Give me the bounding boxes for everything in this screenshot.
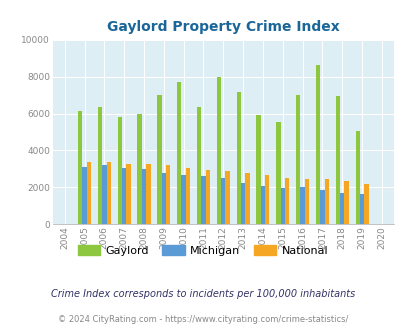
Bar bbox=[359, 194, 363, 224]
Text: © 2024 CityRating.com - https://www.cityrating.com/crime-statistics/: © 2024 CityRating.com - https://www.city… bbox=[58, 315, 347, 324]
Legend: Gaylord, Michigan, National: Gaylord, Michigan, National bbox=[73, 241, 332, 260]
Bar bbox=[205, 170, 209, 224]
Bar bbox=[102, 165, 106, 224]
Bar bbox=[355, 131, 359, 224]
Bar bbox=[161, 173, 166, 224]
Bar bbox=[106, 162, 111, 224]
Bar bbox=[82, 167, 87, 224]
Bar bbox=[196, 107, 201, 224]
Bar bbox=[181, 175, 185, 224]
Bar bbox=[284, 178, 289, 224]
Bar bbox=[264, 176, 269, 224]
Bar bbox=[363, 184, 368, 224]
Bar bbox=[320, 190, 324, 224]
Bar bbox=[335, 96, 339, 224]
Bar bbox=[339, 193, 343, 224]
Bar bbox=[87, 162, 91, 224]
Bar bbox=[221, 178, 225, 224]
Bar bbox=[201, 176, 205, 224]
Bar bbox=[177, 82, 181, 224]
Bar bbox=[280, 188, 284, 224]
Bar bbox=[236, 92, 240, 224]
Bar bbox=[157, 95, 161, 224]
Bar bbox=[166, 165, 170, 224]
Bar bbox=[141, 169, 146, 224]
Bar bbox=[245, 173, 249, 224]
Bar bbox=[260, 185, 264, 224]
Text: Crime Index corresponds to incidents per 100,000 inhabitants: Crime Index corresponds to incidents per… bbox=[51, 289, 354, 299]
Bar bbox=[122, 168, 126, 224]
Bar bbox=[324, 179, 328, 224]
Bar bbox=[300, 187, 304, 224]
Bar bbox=[343, 181, 348, 224]
Bar bbox=[304, 179, 308, 224]
Bar bbox=[240, 183, 245, 224]
Bar bbox=[98, 107, 102, 224]
Bar bbox=[78, 111, 82, 224]
Bar bbox=[256, 115, 260, 224]
Bar bbox=[225, 171, 229, 224]
Bar bbox=[216, 77, 221, 224]
Bar bbox=[315, 65, 320, 224]
Bar bbox=[126, 164, 130, 224]
Title: Gaylord Property Crime Index: Gaylord Property Crime Index bbox=[107, 20, 339, 34]
Bar bbox=[295, 95, 300, 224]
Bar bbox=[275, 122, 280, 224]
Bar bbox=[185, 168, 190, 224]
Bar bbox=[146, 164, 150, 224]
Bar bbox=[137, 114, 141, 224]
Bar bbox=[117, 117, 121, 224]
